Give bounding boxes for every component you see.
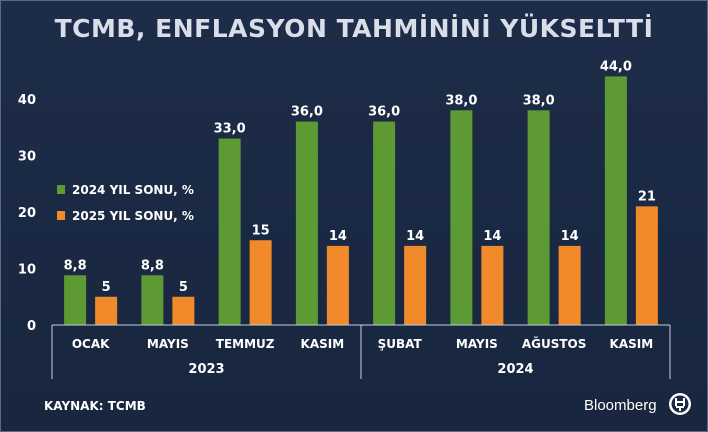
bar-2024 [527,110,550,325]
bar-2025 [558,245,581,325]
data-label: 8,8 [141,258,164,273]
legend-label-2025: 2025 YIL SONU, % [72,209,194,223]
x-category-label: KASIM [301,337,345,351]
legend-swatch-2024 [57,185,65,194]
bars: 8,8 5 8,8 5 33,0 15 36,0 14 36,0 14 38,0 14 38,0 14 44… [64,59,658,326]
data-label: 14 [329,229,347,244]
bar-2025 [326,245,349,325]
data-label: 44,0 [600,59,632,74]
y-tick-label: 30 [18,150,36,165]
bar-2024 [295,121,318,325]
x-group-label: 2024 [497,362,533,377]
data-label: 33,0 [214,122,246,137]
data-label: 21 [638,189,656,204]
data-label: 14 [406,229,424,244]
data-label: 5 [102,280,111,295]
source-note: KAYNAK: TCMB [44,399,146,413]
data-label: 38,0 [445,93,477,108]
bar-2024 [64,275,87,325]
legend-label-2024: 2024 YIL SONU, % [72,183,194,197]
bar-2024 [450,110,473,325]
y-tick-label: 0 [27,319,36,334]
data-label: 14 [483,229,501,244]
x-category-label: MAYIS [456,337,498,351]
x-category-label: KASIM [610,337,654,351]
bar-2025 [172,296,195,325]
y-tick-label: 40 [18,93,36,108]
bloomberg-logo: Bloomberg [584,397,657,414]
ht-logo-icon [669,393,691,415]
x-axis: OCAK MAYIS TEMMUZ KASIM ŞUBAT MAYIS AĞUSTOS KAS… [51,324,671,379]
data-label: 8,8 [64,258,87,273]
bar-2025 [95,296,118,325]
data-label: 38,0 [523,93,555,108]
data-label: 36,0 [368,105,400,120]
bar-2025 [635,206,658,325]
bar-2024 [373,121,396,325]
bar-2025 [249,240,272,325]
y-tick-label: 20 [18,206,36,221]
y-axis: 0 10 20 30 40 [18,93,36,334]
data-label: 14 [561,229,579,244]
bar-2025 [481,245,504,325]
bar-2024 [218,138,241,325]
data-label: 15 [252,223,270,238]
bar-2024 [141,275,164,325]
bar-2025 [404,245,427,325]
x-category-label: MAYIS [147,337,189,351]
x-category-label: OCAK [72,337,110,351]
data-label: 36,0 [291,105,323,120]
legend-swatch-2025 [57,211,65,220]
bar-2024 [604,76,627,326]
y-tick-label: 10 [18,263,36,278]
data-label: 5 [179,280,188,295]
x-group-label: 2023 [188,362,224,377]
x-category-label: ŞUBAT [378,337,423,351]
x-category-label: AĞUSTOS [522,336,587,351]
legend: 2024 YIL SONU, % 2025 YIL SONU, % [57,183,194,223]
chart-title: TCMB, ENFLASYON TAHMİNİNİ YÜKSELTTİ [54,14,654,43]
x-category-label: TEMMUZ [216,337,275,351]
